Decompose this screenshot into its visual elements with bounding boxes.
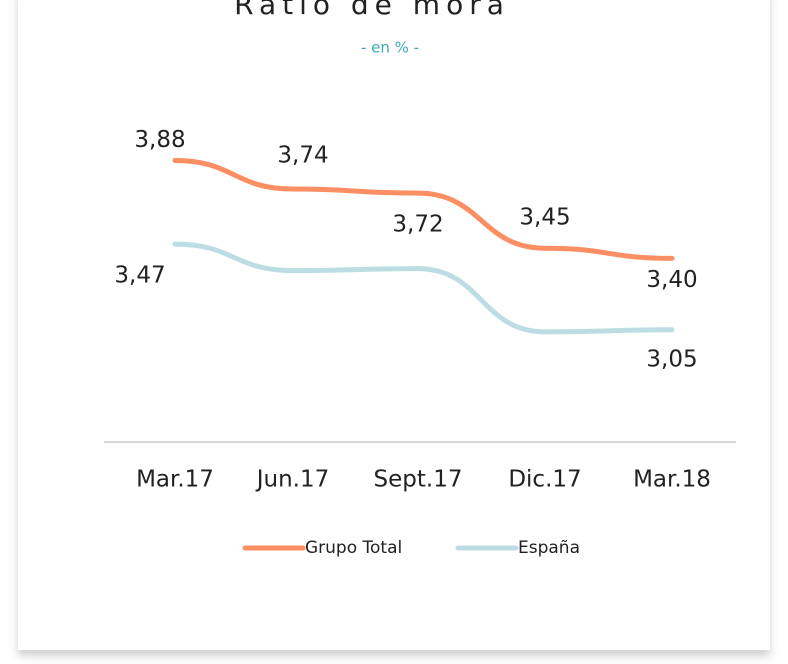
x-tick-label: Mar.17 <box>136 467 214 493</box>
data-label: 3,88 <box>134 127 185 153</box>
data-label: 3,72 <box>392 212 443 238</box>
series-line <box>172 157 675 261</box>
data-label: 3,74 <box>277 143 328 169</box>
legend-label: España <box>518 538 580 558</box>
x-tick-label: Dic.17 <box>508 467 581 493</box>
card <box>18 0 770 650</box>
x-tick-label: Jun.17 <box>255 467 330 493</box>
legend-label: Grupo Total <box>305 538 402 558</box>
x-tick-label: Mar.18 <box>633 467 711 493</box>
x-tick-label: Sept.17 <box>374 467 463 493</box>
chart-title: Ratio de mora <box>234 0 510 21</box>
data-label: 3,05 <box>646 346 697 372</box>
data-label: 3,40 <box>646 267 697 293</box>
data-label: 3,47 <box>114 263 165 289</box>
data-label: 3,45 <box>519 205 570 231</box>
chart-subtitle: - en % - <box>361 39 419 57</box>
series-line <box>172 241 675 335</box>
